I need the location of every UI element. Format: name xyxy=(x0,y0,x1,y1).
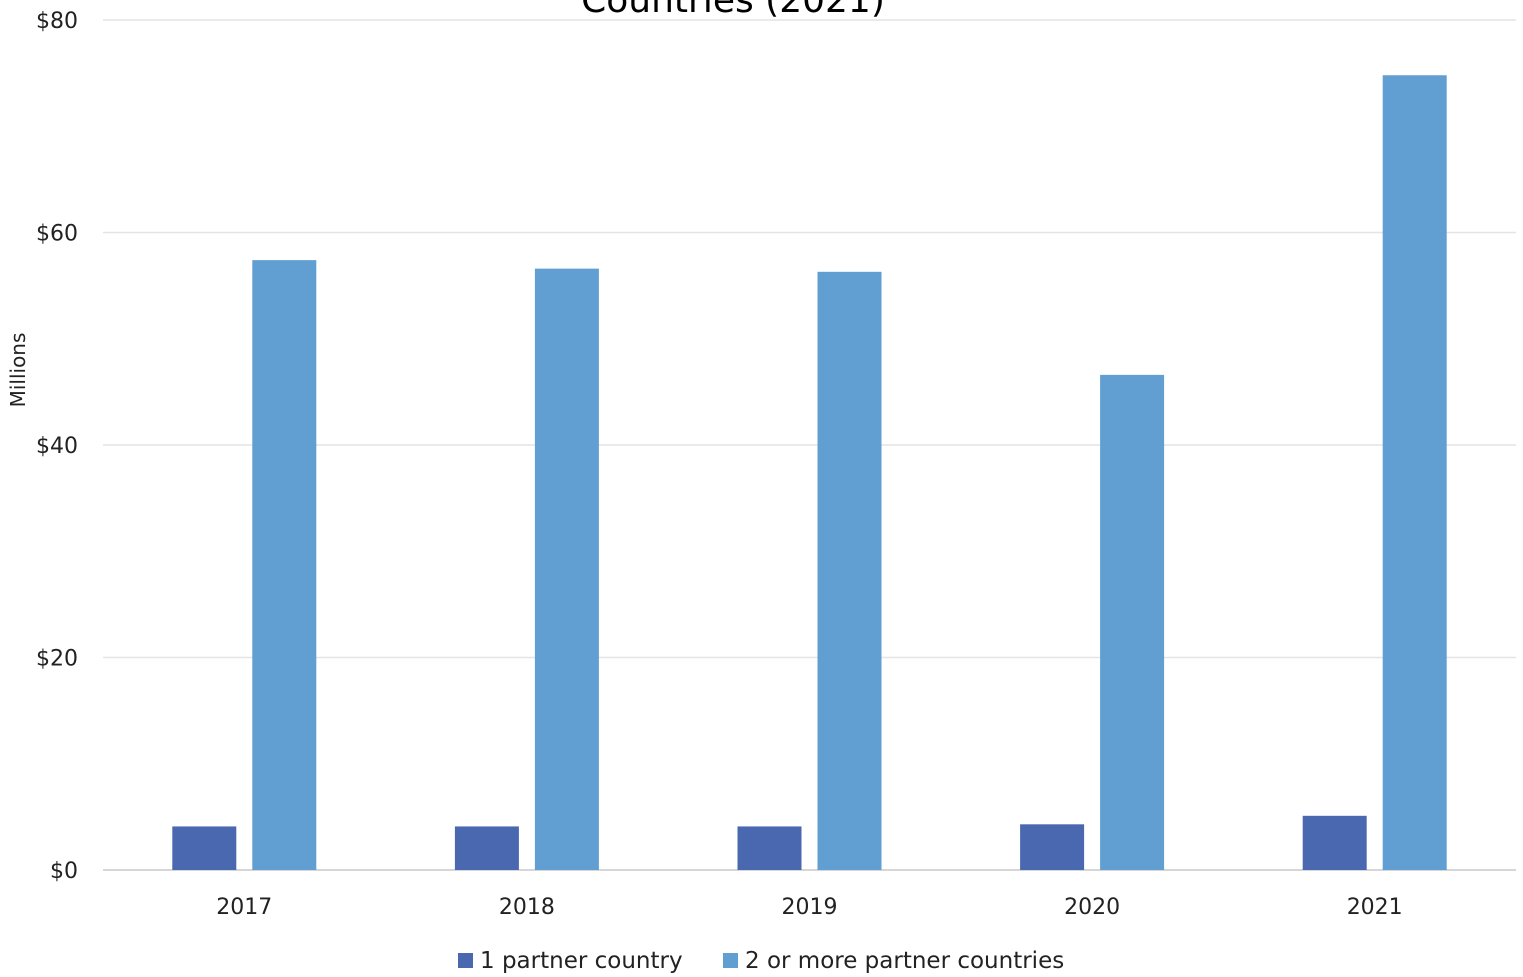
bar-two-plus-partners-2020 xyxy=(1100,374,1165,870)
bar-one-partner-2020 xyxy=(1020,824,1085,870)
y-tick-label: $80 xyxy=(36,9,78,34)
bar-one-partner-2019 xyxy=(737,826,802,870)
x-tick-labels: 2017 2018 2019 2020 2021 xyxy=(216,895,1402,920)
x-tick-label: 2021 xyxy=(1347,895,1403,920)
y-tick-label: $0 xyxy=(50,859,78,884)
legend-swatch xyxy=(723,953,738,968)
bar-one-partner-2017 xyxy=(172,826,237,870)
bars xyxy=(172,75,1447,870)
bar-one-partner-2018 xyxy=(454,826,519,870)
legend-label: 1 partner country xyxy=(480,948,683,974)
bar-two-plus-partners-2021 xyxy=(1382,75,1447,870)
y-tick-label: $40 xyxy=(36,434,78,459)
bar-two-plus-partners-2019 xyxy=(817,271,882,870)
y-tick-labels: $0 $20 $40 $60 $80 xyxy=(36,9,78,884)
bar-one-partner-2021 xyxy=(1302,815,1367,870)
x-tick-label: 2020 xyxy=(1064,895,1120,920)
x-tick-label: 2019 xyxy=(782,895,838,920)
chart-title: Countries (2021) xyxy=(581,0,885,21)
bar-two-plus-partners-2018 xyxy=(534,268,599,870)
x-tick-label: 2017 xyxy=(216,895,272,920)
legend-label: 2 or more partner countries xyxy=(745,948,1064,974)
legend: 1 partner country 2 or more partner count… xyxy=(458,948,1064,974)
bar-two-plus-partners-2017 xyxy=(252,260,317,870)
gridlines xyxy=(103,19,1516,659)
legend-swatch xyxy=(458,953,473,968)
y-axis-label: Millions xyxy=(6,333,30,408)
y-tick-label: $60 xyxy=(36,222,78,247)
y-tick-label: $20 xyxy=(36,647,78,672)
x-tick-label: 2018 xyxy=(499,895,555,920)
